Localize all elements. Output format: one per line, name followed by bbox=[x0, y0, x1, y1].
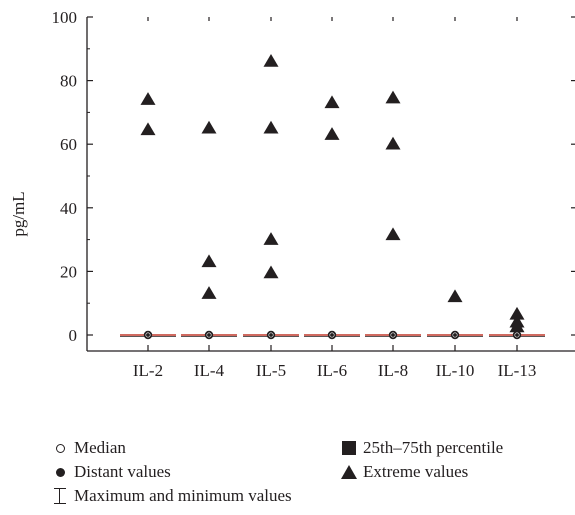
x-tick-label: IL-2 bbox=[133, 361, 163, 380]
category-group bbox=[427, 289, 483, 340]
extreme-value-marker bbox=[201, 254, 217, 268]
extreme-value-marker bbox=[140, 92, 156, 105]
distant-value-dot bbox=[204, 330, 214, 340]
extreme-value-marker bbox=[140, 122, 156, 136]
median-marker bbox=[268, 332, 274, 338]
y-tick-label: 60 bbox=[60, 135, 77, 154]
y-tick-label: 100 bbox=[52, 8, 78, 27]
extreme-value-marker bbox=[385, 227, 401, 241]
extreme-value-marker bbox=[509, 319, 525, 333]
extreme-value-marker bbox=[385, 136, 401, 150]
distant-value-dot bbox=[327, 330, 337, 340]
x-tick-label: IL-13 bbox=[498, 361, 537, 380]
extreme-value-marker bbox=[263, 265, 279, 279]
median-marker bbox=[514, 332, 520, 338]
x-tick-label: IL-4 bbox=[194, 361, 225, 380]
distant-value-dot bbox=[388, 330, 398, 340]
category-group bbox=[304, 95, 360, 340]
extreme-value-marker bbox=[201, 120, 217, 134]
extreme-value-marker bbox=[324, 127, 340, 140]
extreme-value-marker bbox=[201, 286, 217, 299]
plot-area bbox=[120, 54, 545, 340]
median-marker bbox=[145, 332, 151, 338]
distant-value-dot bbox=[512, 330, 522, 340]
y-tick-label: 20 bbox=[60, 262, 77, 281]
y-axis-label: pg/mL bbox=[9, 191, 28, 236]
category-group bbox=[120, 92, 176, 340]
median-marker bbox=[329, 332, 335, 338]
category-group bbox=[181, 120, 237, 340]
extreme-value-marker bbox=[263, 232, 279, 245]
extreme-value-marker bbox=[263, 54, 279, 67]
distant-value-dot bbox=[266, 330, 276, 340]
distant-value-dot bbox=[143, 330, 153, 340]
extreme-value-marker bbox=[263, 120, 279, 134]
median-marker bbox=[452, 332, 458, 338]
y-tick-label: 80 bbox=[60, 72, 77, 91]
x-tick-label: IL-5 bbox=[256, 361, 286, 380]
extreme-value-marker bbox=[385, 90, 401, 104]
category-group bbox=[365, 90, 421, 340]
median-marker bbox=[390, 332, 396, 338]
extreme-value-marker bbox=[509, 306, 525, 320]
axes: 0 20 40 60 80 100 IL-2 IL-4 IL-5 IL-6 IL-8 IL-10 IL-… bbox=[52, 8, 575, 380]
category-group bbox=[489, 306, 545, 340]
x-tick-label: IL-10 bbox=[436, 361, 475, 380]
x-tick-label: IL-8 bbox=[378, 361, 408, 380]
extreme-value-marker bbox=[447, 289, 463, 303]
y-tick-label: 40 bbox=[60, 199, 77, 218]
median-marker bbox=[206, 332, 212, 338]
distant-value-dot bbox=[450, 330, 460, 340]
category-group bbox=[243, 54, 299, 340]
extreme-value-marker bbox=[324, 95, 340, 109]
y-tick-label: 0 bbox=[69, 326, 78, 345]
x-tick-label: IL-6 bbox=[317, 361, 347, 380]
